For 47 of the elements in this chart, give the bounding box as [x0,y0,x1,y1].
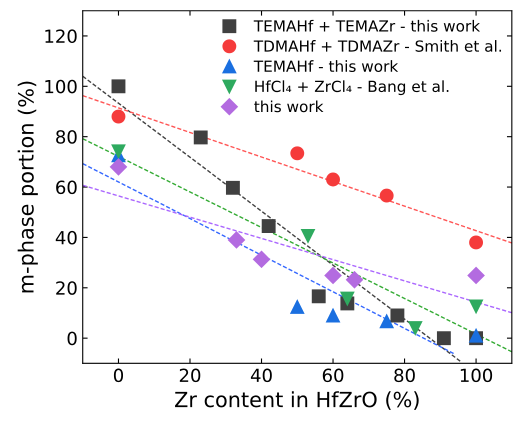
point [112,79,126,94]
legend-label: HfCl₄ + ZrCl₄ - Bang et al. [255,80,448,96]
point [380,314,394,328]
point [252,250,270,268]
x-tick-label: 0 [114,368,124,382]
point [346,271,364,288]
y-tick-label: 60 [56,180,77,194]
x-tick-label: 80 [394,368,415,382]
point [301,228,315,243]
point [390,308,404,322]
point [112,144,126,158]
legend-label: TEMAHf - this work [254,60,398,72]
y-tick-label: 0 [68,332,77,346]
point [469,328,484,343]
point [262,219,276,234]
y-tick-label: 80 [56,130,77,144]
point [380,188,394,203]
point [228,231,246,248]
legend-label: TEMAHf + TEMAZr - this work [254,20,480,32]
y-axis-title: m-phase portion (%) [18,82,38,292]
x-axis-title: Zr content in HfZrO (%) [175,391,419,410]
point [436,331,451,346]
y-tick-label: 20 [56,281,77,295]
point [468,266,485,284]
x-tick-label: 40 [250,368,272,382]
legend-label: TDMAHf + TDMAZr - Smith et al. [254,40,502,52]
y-tick-label: 40 [56,230,77,245]
point [112,110,126,124]
point [226,180,240,195]
x-tick-label: 60 [322,368,344,382]
point [340,292,354,306]
point [408,321,422,336]
point [469,299,484,314]
x-tick-label: 100 [460,368,492,382]
point [324,266,342,284]
point [469,236,484,250]
y-tick-label: 100 [45,80,77,94]
y-tick-label: 120 [45,29,77,44]
x-tick-label: 20 [180,368,200,382]
point [326,172,340,186]
point [110,158,128,176]
point [326,308,340,322]
point [290,300,304,314]
point [290,146,304,160]
point [194,130,208,144]
point [312,289,326,304]
legend-label: this work [254,100,324,112]
